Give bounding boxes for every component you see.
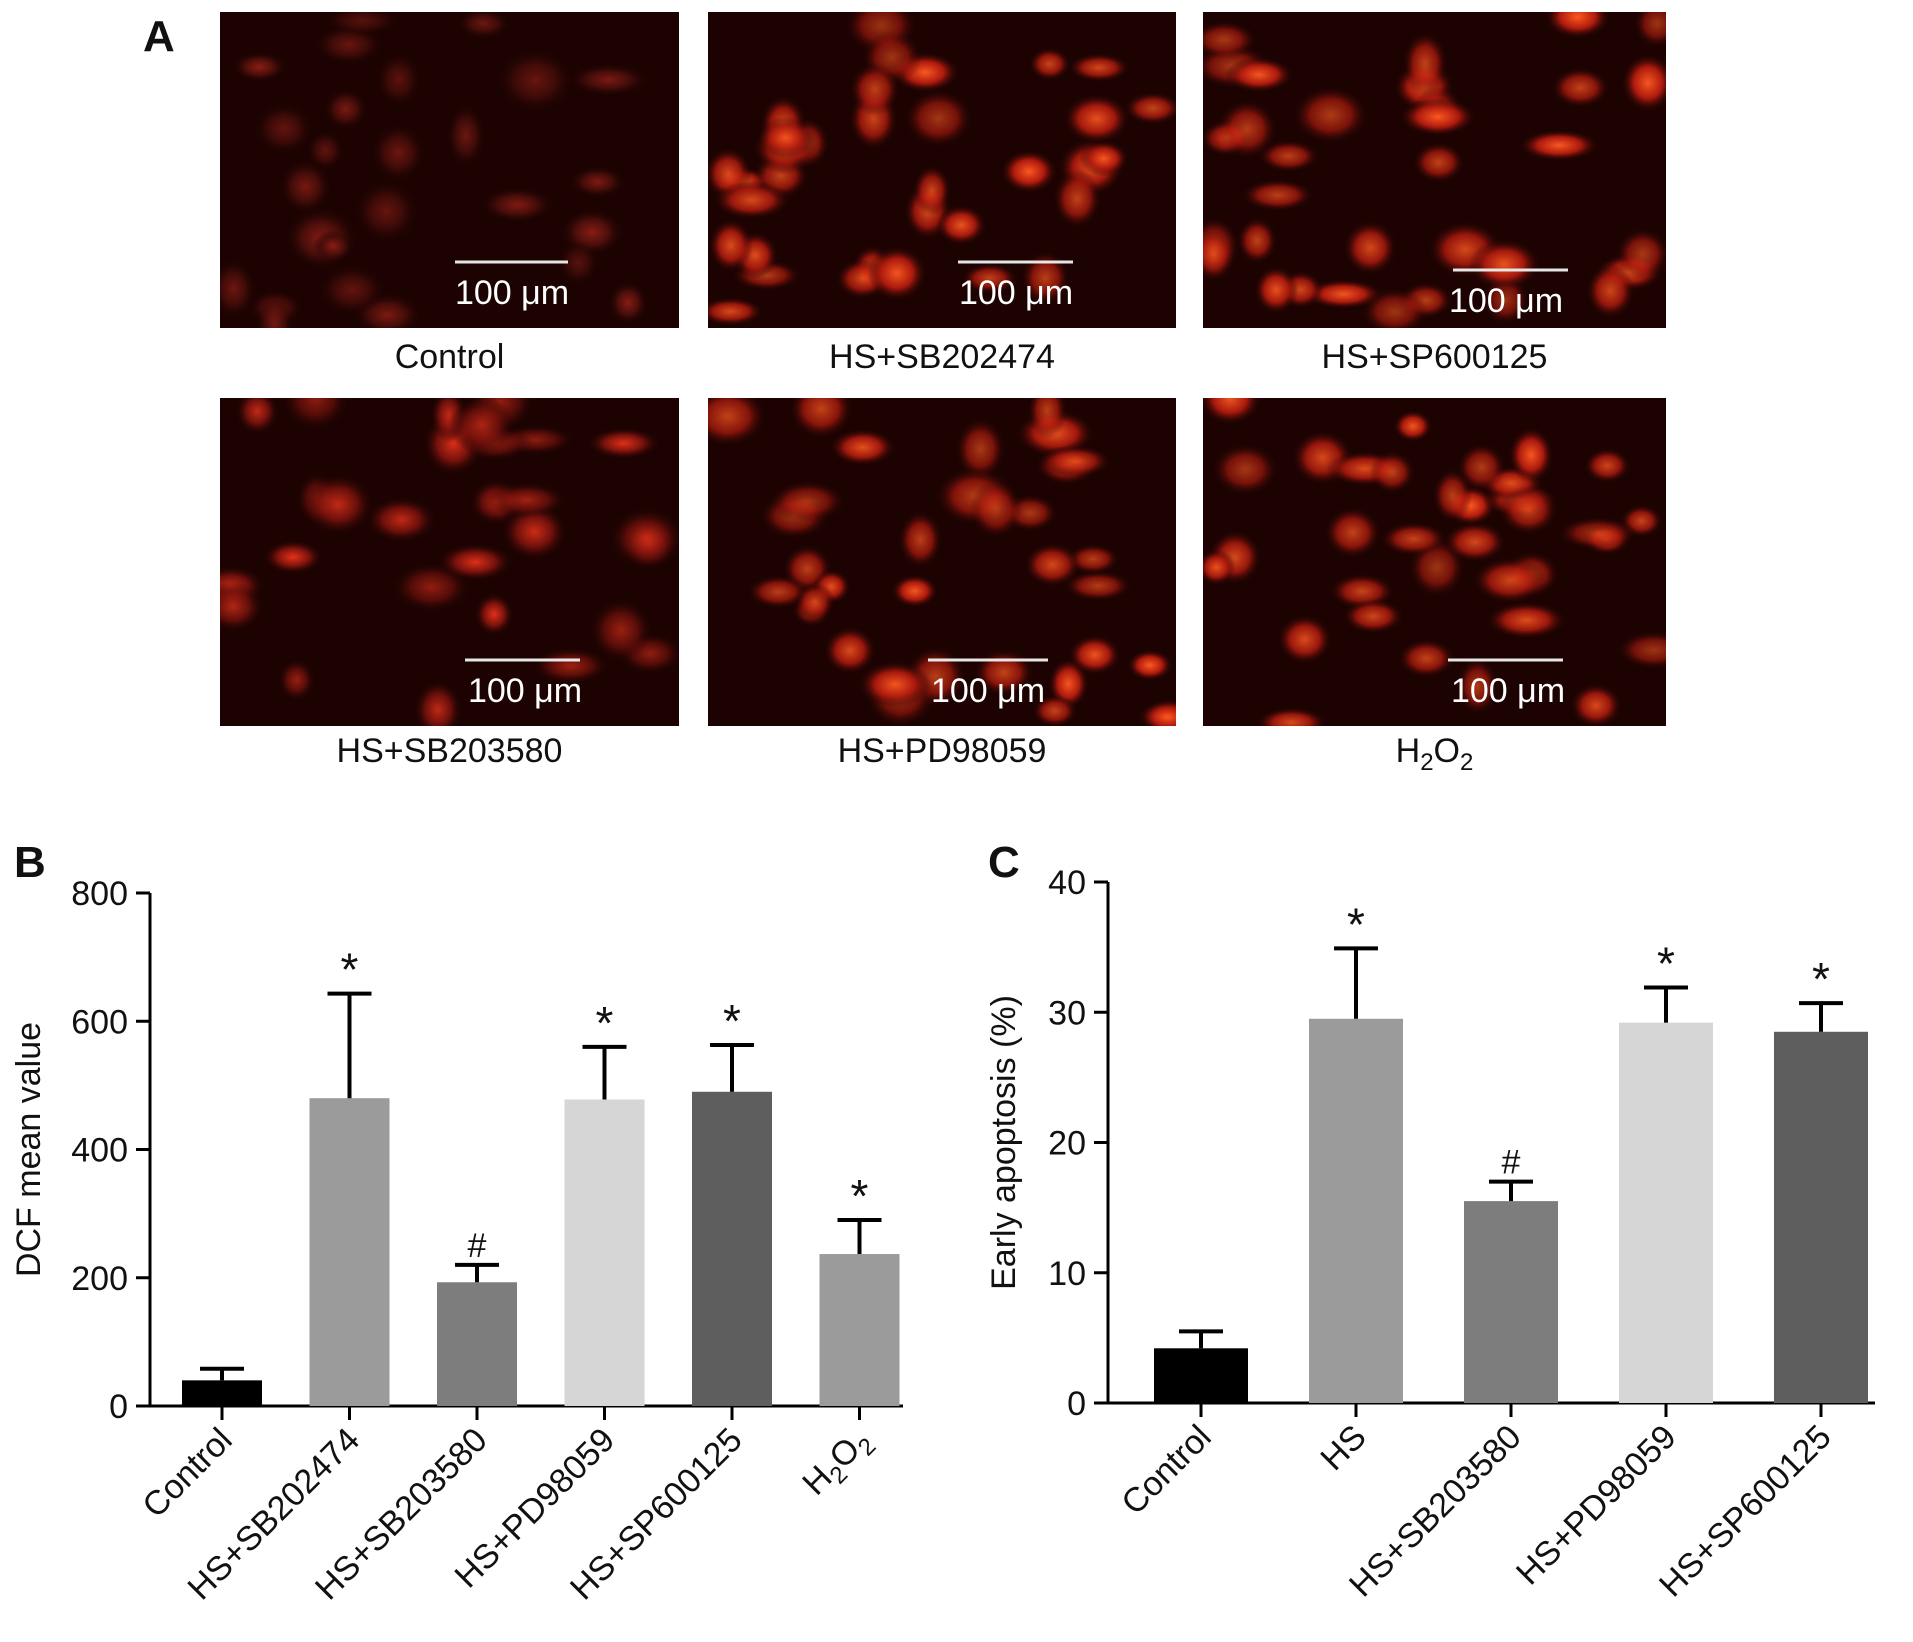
svg-text:100 μm: 100 μm — [468, 672, 582, 710]
svg-text:100 μm: 100 μm — [931, 672, 1045, 710]
bar — [182, 1380, 262, 1406]
bar — [309, 1098, 390, 1406]
micrograph-image: 100 μm — [1203, 398, 1666, 726]
y-tick-label: 800 — [71, 875, 128, 913]
svg-text:100 μm: 100 μm — [1449, 282, 1563, 320]
x-tick-label: Control — [135, 1421, 239, 1525]
y-tick-label: 20 — [1048, 1125, 1086, 1163]
y-tick-label: 10 — [1048, 1255, 1086, 1293]
x-tick-label: HS+PD98059 — [1509, 1418, 1684, 1593]
bar — [564, 1099, 645, 1406]
y-tick-label: 30 — [1048, 994, 1086, 1032]
micrograph-image: 100 μm — [220, 398, 679, 726]
svg-text:100 μm: 100 μm — [1451, 672, 1565, 710]
y-tick-label: 400 — [71, 1132, 128, 1170]
x-tick-label: HS+SP600125 — [1652, 1418, 1839, 1605]
y-axis-label: Early apoptosis (%) — [985, 995, 1023, 1290]
bar — [437, 1282, 517, 1406]
caption-h2o2: H2O2 — [1395, 732, 1474, 776]
bar — [1154, 1348, 1248, 1403]
x-tick-label: HS+SB202474 — [181, 1421, 368, 1608]
svg-text:100 μm: 100 μm — [455, 274, 569, 312]
significance-marker: * — [723, 995, 741, 1047]
panel-b-letter: B — [14, 838, 46, 887]
caption-hs-sp600125: HS+SP600125 — [1321, 338, 1548, 376]
significance-marker: * — [341, 944, 359, 996]
significance-marker: * — [1347, 898, 1365, 950]
x-tick-label: HS+SB203580 — [1342, 1418, 1529, 1605]
x-tick-label: HS — [1313, 1418, 1373, 1478]
y-tick-label: 200 — [71, 1260, 128, 1298]
caption-hs-sb202474: HS+SB202474 — [829, 338, 1055, 376]
caption-hs-sb203580: HS+SB203580 — [336, 732, 563, 770]
y-tick-label: 0 — [109, 1388, 128, 1426]
bar-chart-b: 0 200 400 600 800 DCF mean value Control * HS+SB… — [10, 875, 903, 1607]
bar — [1309, 1018, 1403, 1403]
x-tick-label: H2O2 — [795, 1421, 881, 1507]
significance-marker: # — [1502, 1144, 1521, 1182]
y-tick-label: 0 — [1067, 1385, 1086, 1423]
caption-hs-pd98059: HS+PD98059 — [837, 732, 1047, 770]
y-tick-label: 40 — [1048, 864, 1086, 902]
bar — [1464, 1201, 1558, 1403]
x-tick-label: HS+PD98059 — [448, 1421, 623, 1596]
bar — [1774, 1031, 1868, 1403]
micrograph-image: 100 μm — [708, 398, 1176, 726]
significance-marker: * — [596, 997, 614, 1049]
bar — [1619, 1022, 1713, 1403]
x-tick-label: HS+SB203580 — [308, 1421, 495, 1608]
significance-marker: # — [468, 1227, 487, 1265]
micrograph-image: 100 μm — [220, 12, 679, 328]
panel-c-letter: C — [988, 838, 1020, 887]
svg-text:100 μm: 100 μm — [959, 274, 1073, 312]
bar-chart-c: 0 10 20 30 40 Early apoptosis (%) Control * HS # H… — [985, 864, 1875, 1604]
panel-a-letter: A — [143, 12, 175, 61]
significance-marker: * — [851, 1170, 869, 1222]
significance-marker: * — [1657, 938, 1675, 990]
x-tick-label: Control — [1114, 1418, 1218, 1522]
micrograph-image: 100 μm — [708, 12, 1176, 328]
caption-control: Control — [394, 338, 505, 376]
x-tick-label: HS+SP600125 — [563, 1421, 750, 1608]
y-axis-label: DCF mean value — [10, 1022, 48, 1277]
bar — [819, 1254, 900, 1406]
y-tick-label: 600 — [71, 1003, 128, 1041]
bar — [692, 1091, 772, 1406]
significance-marker: * — [1812, 953, 1830, 1005]
micrograph-image: 100 μm — [1203, 12, 1666, 328]
